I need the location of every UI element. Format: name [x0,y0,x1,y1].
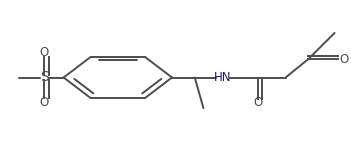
Text: HN: HN [214,71,231,84]
Text: S: S [40,71,49,84]
Text: O: O [40,46,49,59]
Text: O: O [253,96,262,109]
Text: O: O [340,53,349,66]
Text: O: O [40,96,49,109]
